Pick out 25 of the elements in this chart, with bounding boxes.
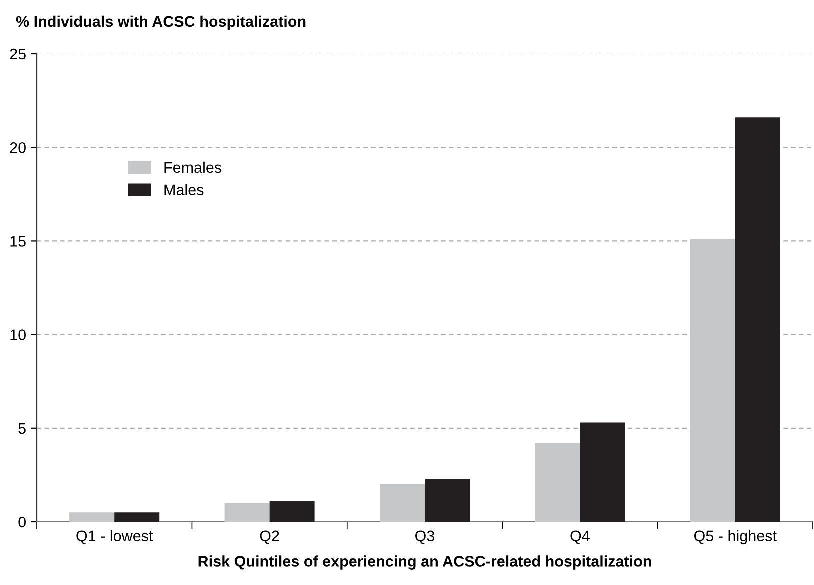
bar — [224, 503, 270, 522]
x-tick-label: Q1 - lowest — [76, 530, 154, 544]
x-tick-label: Q4 — [570, 530, 590, 544]
bar — [70, 512, 115, 522]
bar — [380, 484, 425, 522]
x-tick-label: Q5 - highest — [694, 530, 777, 545]
x-axis-title: Risk Quintiles of experiencing an ACSC-related hospitalization — [198, 556, 652, 570]
y-tick-label: 15 — [10, 236, 26, 247]
x-tick-label: Q2 — [260, 530, 280, 544]
y-axis-title: % Individuals with ACSC hospitalization — [16, 16, 306, 30]
y-tick-label: 10 — [10, 330, 26, 340]
y-tick-label: 25 — [10, 48, 26, 60]
bar — [580, 422, 626, 522]
bar — [270, 501, 315, 522]
bar — [535, 443, 580, 522]
bar — [690, 239, 736, 522]
bar — [114, 512, 160, 522]
y-tick-label: 5 — [18, 423, 26, 434]
bar — [425, 478, 470, 522]
y-tick-label: 20 — [10, 142, 26, 154]
y-tick-label: 0 — [18, 516, 26, 528]
x-tick-label: Q3 — [416, 530, 435, 544]
legend-label: Females — [164, 162, 222, 174]
bar — [735, 118, 780, 522]
legend-label: Males — [164, 184, 204, 196]
